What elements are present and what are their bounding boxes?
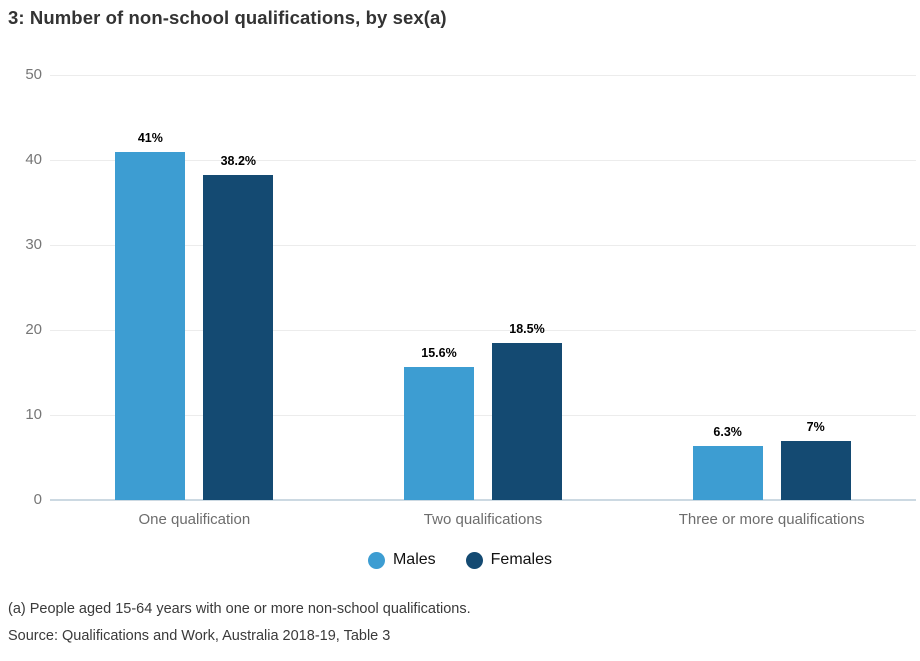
footnote-a: (a) People aged 15-64 years with one or … — [8, 601, 471, 617]
footnote-source: Source: Qualifications and Work, Austral… — [8, 628, 391, 644]
grid-line — [50, 160, 916, 161]
x-category-label: Three or more qualifications — [678, 511, 865, 528]
legend-label: Females — [490, 551, 553, 568]
bar-males-2[interactable] — [404, 367, 474, 500]
chart-title: 3: Number of non-school qualifications, … — [8, 7, 447, 28]
bar-females-2[interactable] — [492, 342, 562, 500]
x-category-label: Two qualifications — [423, 511, 543, 528]
legend-swatch-icon — [367, 551, 385, 569]
bar-chart-plot-area: 0 10 20 30 40 50 41% 38.2% One qualification 15.6… — [25, 66, 916, 528]
bar-females-1[interactable] — [203, 175, 274, 500]
y-tick-label: 30 — [25, 236, 42, 253]
legend-swatch-icon — [465, 551, 483, 569]
x-axis-line — [50, 499, 916, 501]
grid-line — [50, 75, 916, 76]
grid-line — [50, 330, 916, 331]
bar-value-label: 18.5% — [509, 321, 545, 336]
y-tick-label: 0 — [33, 491, 42, 508]
bar-value-label: 7% — [806, 419, 825, 434]
grid-line — [50, 415, 916, 416]
bar-value-label: 41% — [137, 130, 163, 145]
bar-value-label: 38.2% — [220, 154, 257, 169]
y-tick-label: 20 — [25, 321, 42, 338]
bar-value-label: 15.6% — [421, 346, 457, 361]
bar-males-1[interactable] — [115, 151, 186, 500]
y-tick-label: 10 — [25, 406, 42, 423]
legend-item-females[interactable]: Females — [465, 551, 553, 569]
bar-females-3[interactable] — [780, 440, 851, 500]
x-category-label: One qualification — [138, 511, 251, 528]
bar-males-3[interactable] — [692, 446, 763, 500]
legend-item-males[interactable]: Males — [367, 551, 436, 569]
grid-line — [50, 245, 916, 246]
chart-legend: Males Females — [0, 551, 920, 569]
y-tick-label: 50 — [25, 66, 42, 83]
legend-label: Males — [392, 551, 436, 568]
bar-value-label: 6.3% — [713, 425, 742, 440]
y-tick-label: 40 — [25, 151, 42, 168]
